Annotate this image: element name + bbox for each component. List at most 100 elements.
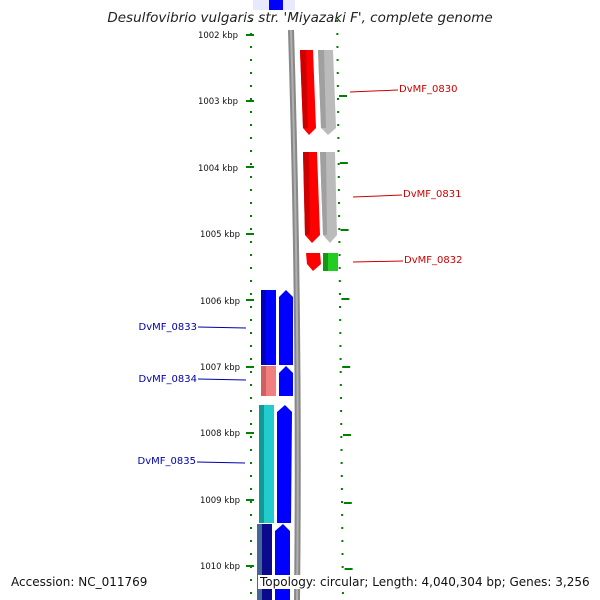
- tick-label-1004: 1004 kbp: [198, 164, 238, 174]
- right-tick-dash: [339, 384, 342, 386]
- right-tick-dash: [337, 124, 340, 126]
- left-tick-dash: [250, 397, 252, 399]
- tick-label-1007: 1007 kbp: [200, 363, 240, 373]
- right-tick-dash: [339, 332, 342, 334]
- gene-arrow-DvMF_0832[interactable]: [306, 253, 321, 271]
- left-tick-dash: [250, 475, 252, 477]
- left-tick-dash: [250, 137, 252, 139]
- right-major-tick: [342, 366, 351, 368]
- gene-arrow-DvMF_0834[interactable]: [279, 366, 293, 396]
- right-tick-dash: [338, 228, 341, 230]
- label-DvMF_0832[interactable]: DvMF_0832: [404, 255, 462, 266]
- right-major-tick: [343, 502, 352, 504]
- accession-text: Accession: NC_011769: [9, 575, 150, 589]
- right-major-tick: [343, 434, 351, 436]
- right-tick-dash: [340, 436, 343, 438]
- left-major-tick: [246, 34, 254, 36]
- right-tick-dash: [341, 501, 344, 503]
- tick-label-1002: 1002 kbp: [198, 31, 238, 41]
- left-tick-dash: [250, 46, 252, 48]
- gene-arrow-DvMF_0835[interactable]: [277, 405, 292, 523]
- left-tick-dash: [250, 215, 252, 217]
- label-DvMF_0830[interactable]: DvMF_0830: [399, 84, 457, 95]
- right-tick-dash: [337, 150, 340, 152]
- left-tick-dash: [250, 202, 252, 204]
- left-tick-dash: [250, 85, 252, 87]
- topology-text: Topology: circular; Length: 4,040,304 bp…: [258, 575, 592, 589]
- right-tick-dash: [337, 137, 340, 139]
- left-tick-dash: [250, 150, 252, 152]
- right-tick-dash: [338, 254, 341, 256]
- left-tick-dash: [250, 59, 252, 61]
- left-tick-dash: [250, 358, 252, 360]
- left-tick-dash: [250, 488, 252, 490]
- left-tick-dash: [250, 163, 252, 165]
- left-major-tick: [246, 233, 254, 235]
- right-tick-dash: [341, 514, 344, 516]
- left-tick-track: [246, 20, 254, 594]
- tick-label-1009: 1009 kbp: [200, 496, 240, 506]
- label-DvMF_0834[interactable]: DvMF_0834: [139, 374, 197, 385]
- right-major-tick: [340, 229, 349, 231]
- right-tick-dash: [337, 176, 340, 178]
- right-tick-dash: [338, 215, 341, 217]
- right-tick-dash: [339, 358, 342, 360]
- reverse-genes: [257, 290, 293, 600]
- left-major-tick: [246, 499, 254, 501]
- right-tick-dash: [339, 319, 342, 321]
- right-major-tick: [339, 95, 347, 97]
- left-tick-dash: [250, 345, 252, 347]
- left-tick-dash: [250, 111, 252, 113]
- left-major-tick: [246, 432, 254, 434]
- right-tick-dash: [338, 293, 341, 295]
- left-tick-dash: [250, 306, 252, 308]
- left-tick-dash: [250, 449, 252, 451]
- left-tick-dash: [250, 501, 252, 503]
- tick-label-1006: 1006 kbp: [200, 297, 240, 307]
- left-tick-dash: [250, 527, 252, 529]
- left-tick-dash: [250, 280, 252, 282]
- right-tick-dash: [340, 488, 343, 490]
- left-major-tick: [246, 366, 254, 368]
- left-tick-dash: [250, 267, 252, 269]
- right-tick-dash: [337, 163, 340, 165]
- left-tick-dash: [250, 579, 252, 581]
- tick-label-1010: 1010 kbp: [200, 562, 240, 572]
- right-tick-dash: [339, 397, 342, 399]
- right-tick-dash: [338, 202, 341, 204]
- tick-label-1008: 1008 kbp: [200, 429, 240, 439]
- left-major-tick: [246, 565, 254, 567]
- right-tick-dash: [336, 85, 339, 87]
- right-tick-dash: [336, 72, 339, 74]
- label-DvMF_0833[interactable]: DvMF_0833: [139, 322, 197, 333]
- left-tick-dash: [250, 189, 252, 191]
- right-tick-dash: [336, 33, 339, 35]
- right-tick-dash: [341, 527, 344, 529]
- label-DvMF_0831[interactable]: DvMF_0831: [403, 189, 461, 200]
- left-tick-dash: [250, 319, 252, 321]
- right-tick-dash: [339, 306, 342, 308]
- right-major-tick: [339, 162, 348, 164]
- right-tick-dash: [341, 553, 344, 555]
- right-tick-dash: [339, 371, 342, 373]
- right-tick-track: [336, 20, 353, 594]
- genome-title: Desulfovibrio vulgaris str. 'Miyazaki F'…: [107, 10, 493, 26]
- right-tick-dash: [336, 46, 339, 48]
- right-tick-dash: [341, 592, 344, 594]
- right-tick-dash: [340, 475, 343, 477]
- gene-arrow-DvMF_0833[interactable]: [279, 290, 293, 365]
- left-tick-dash: [250, 423, 252, 425]
- right-tick-dash: [337, 111, 340, 113]
- left-tick-dash: [250, 20, 252, 22]
- label-DvMF_0835[interactable]: DvMF_0835: [138, 456, 196, 467]
- right-tick-dash: [341, 566, 344, 568]
- left-tick-dash: [250, 540, 252, 542]
- left-tick-dash: [250, 553, 252, 555]
- right-tick-dash: [336, 20, 339, 22]
- left-tick-dash: [250, 241, 252, 243]
- left-tick-dash: [250, 462, 252, 464]
- top-stub: [253, 0, 295, 10]
- left-tick-dash: [250, 72, 252, 74]
- tick-label-1005: 1005 kbp: [200, 230, 240, 240]
- gene-labels: DvMF_0830 DvMF_0831 DvMF_0832 DvMF_0833 …: [138, 84, 463, 467]
